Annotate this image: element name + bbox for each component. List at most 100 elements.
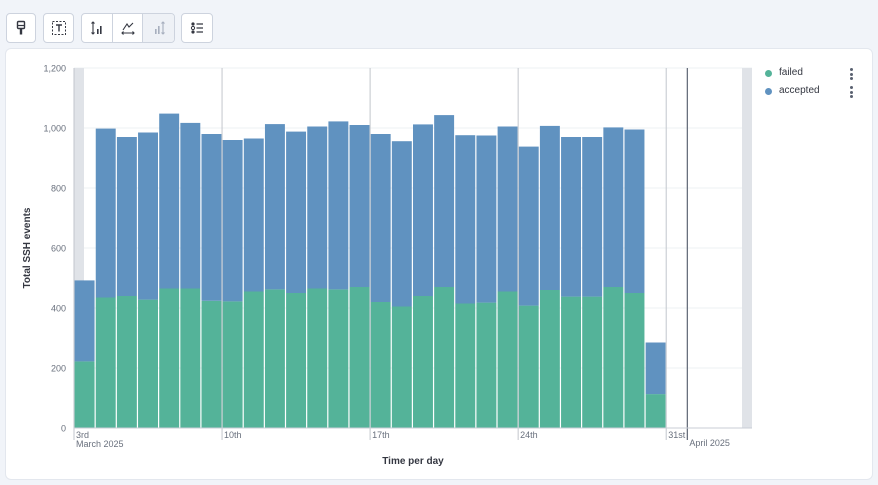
bar-series bbox=[74, 113, 666, 428]
x-axis-label: Time per day bbox=[382, 456, 444, 467]
bar-failed bbox=[561, 296, 581, 428]
y-tick-label: 200 bbox=[51, 364, 66, 374]
legend-menu-icon[interactable] bbox=[849, 68, 853, 80]
bar-accepted bbox=[264, 124, 285, 290]
bar-accepted bbox=[370, 134, 391, 302]
x-tick-label: 3rd bbox=[76, 430, 89, 440]
bar-failed bbox=[349, 287, 370, 428]
y-tick-label: 1,000 bbox=[43, 124, 66, 134]
bar-failed bbox=[455, 303, 476, 428]
x-tick-label: 24th bbox=[520, 430, 538, 440]
legend-swatch-accepted bbox=[765, 88, 772, 95]
bar-accepted bbox=[539, 125, 560, 291]
bar-accepted bbox=[159, 113, 180, 289]
bar-accepted bbox=[434, 115, 455, 287]
bar-failed bbox=[391, 306, 412, 428]
y-tick-label: 400 bbox=[51, 304, 66, 314]
legend-label-accepted: accepted bbox=[779, 85, 820, 96]
y-tick-label: 800 bbox=[51, 184, 66, 194]
bar-accepted bbox=[307, 126, 328, 289]
legend-label-failed: failed bbox=[779, 67, 803, 78]
axis-right-button[interactable] bbox=[143, 14, 174, 42]
bar-accepted bbox=[645, 342, 666, 395]
text-icon bbox=[51, 21, 66, 35]
bar-accepted bbox=[391, 141, 412, 307]
bar-accepted bbox=[201, 134, 222, 301]
bar-accepted bbox=[518, 146, 539, 306]
bar-accepted bbox=[603, 127, 624, 288]
axis-left-button[interactable] bbox=[82, 14, 113, 42]
bar-failed bbox=[159, 288, 180, 428]
bar-failed bbox=[645, 394, 666, 428]
legend-settings-button[interactable] bbox=[181, 13, 213, 43]
bar-accepted bbox=[349, 125, 370, 287]
bar-failed bbox=[307, 288, 328, 428]
x-tick-sublabel: April 2025 bbox=[689, 438, 730, 448]
y-tick-label: 0 bbox=[61, 424, 66, 434]
bar-accepted bbox=[582, 137, 603, 297]
bar-failed bbox=[539, 290, 560, 428]
bar-accepted bbox=[74, 280, 95, 362]
bar-failed bbox=[180, 288, 201, 428]
bar-failed bbox=[74, 361, 95, 428]
legend-list-icon bbox=[190, 22, 203, 34]
legend-swatch-failed bbox=[765, 70, 772, 77]
legend-item-accepted[interactable]: accepted bbox=[765, 85, 865, 99]
bar-accepted bbox=[286, 131, 307, 293]
bar-failed bbox=[497, 291, 518, 428]
paintbrush-icon bbox=[16, 20, 26, 35]
x-tick-label: 10th bbox=[224, 430, 242, 440]
bar-failed bbox=[476, 302, 497, 428]
bar-accepted bbox=[138, 132, 158, 300]
y-tick-label: 600 bbox=[51, 244, 66, 254]
bar-accepted bbox=[476, 135, 497, 303]
bar-accepted bbox=[116, 137, 137, 296]
y-axis: 0 200 400 600 800 1,000 1,200 bbox=[43, 64, 752, 434]
bar-failed bbox=[116, 296, 137, 428]
text-button[interactable] bbox=[43, 13, 74, 43]
bar-accepted bbox=[180, 122, 201, 289]
bar-failed bbox=[243, 291, 264, 428]
week-lines bbox=[73, 68, 688, 440]
bar-accepted bbox=[328, 121, 349, 290]
bar-accepted bbox=[243, 138, 264, 292]
axis-bottom-icon bbox=[120, 22, 135, 35]
bar-failed bbox=[138, 299, 158, 428]
bar-failed bbox=[95, 297, 116, 428]
out-of-range-left bbox=[74, 68, 84, 428]
out-of-range-right bbox=[742, 68, 752, 428]
bar-accepted bbox=[222, 140, 243, 302]
legend-menu-icon[interactable] bbox=[849, 86, 853, 98]
bar-failed bbox=[201, 300, 222, 428]
bar-failed bbox=[286, 293, 307, 428]
axis-right-icon bbox=[154, 21, 165, 35]
bar-accepted bbox=[624, 129, 645, 293]
x-tick-sublabel: March 2025 bbox=[76, 439, 124, 449]
axis-left-icon bbox=[90, 21, 102, 35]
x-tick-label: 31st bbox=[668, 430, 686, 440]
bar-accepted bbox=[455, 135, 476, 304]
bar-failed bbox=[264, 289, 285, 428]
legend-item-failed[interactable]: failed bbox=[765, 67, 865, 81]
bar-accepted bbox=[413, 124, 433, 297]
bar-failed bbox=[328, 289, 349, 428]
x-tick-label: 17th bbox=[372, 430, 390, 440]
axis-button-group bbox=[81, 13, 175, 43]
bar-failed bbox=[518, 305, 539, 428]
bar-accepted bbox=[497, 126, 518, 292]
bar-failed bbox=[413, 296, 433, 428]
bar-failed bbox=[434, 287, 455, 428]
bar-failed bbox=[222, 301, 243, 428]
paint-button[interactable] bbox=[6, 13, 36, 43]
bar-failed bbox=[370, 302, 391, 428]
bar-accepted bbox=[561, 137, 581, 297]
bar-failed bbox=[582, 296, 603, 428]
axis-bottom-button[interactable] bbox=[113, 14, 144, 42]
bar-failed bbox=[624, 293, 645, 428]
bar-accepted bbox=[95, 128, 116, 298]
out-of-range-shading bbox=[74, 68, 752, 428]
y-tick-label: 1,200 bbox=[43, 64, 66, 74]
y-axis-label: Total SSH events bbox=[22, 207, 33, 288]
